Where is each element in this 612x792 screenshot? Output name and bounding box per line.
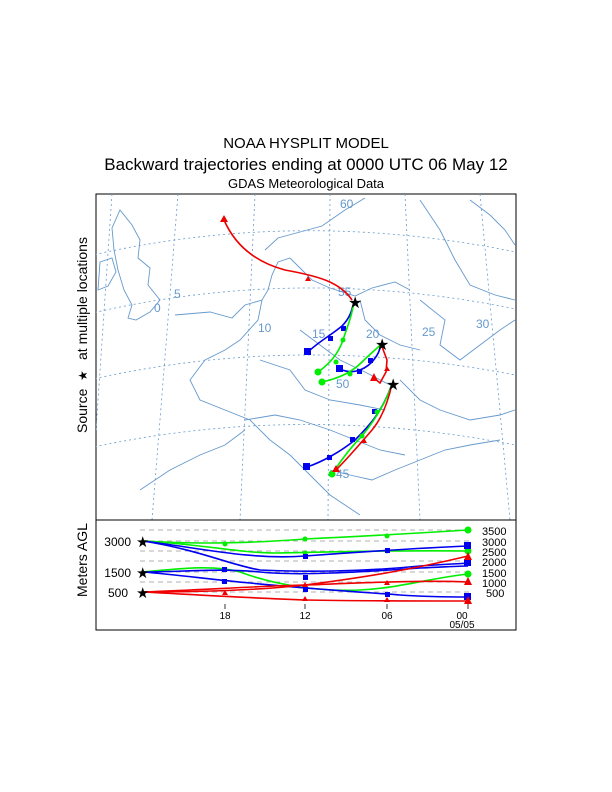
time-label-06: 06 xyxy=(381,611,393,622)
height-trace-red-500-b xyxy=(142,552,472,595)
map-area: 5 0 10 15 20 25 30 60 55 50 45 xyxy=(96,194,516,520)
lon-label-10: 10 xyxy=(258,321,272,335)
red-triangle-marker xyxy=(384,366,390,371)
lat-label-60: 60 xyxy=(340,197,354,211)
source-star-south: ★ xyxy=(386,377,400,394)
right-tick-2000: 2000 xyxy=(482,557,506,569)
blue-square-marker xyxy=(357,369,362,374)
red-triangle-marker xyxy=(305,276,311,281)
side-label: Source ★ at multiple locations xyxy=(74,237,90,433)
height-start-stars: ★ ★ ★ xyxy=(136,534,149,602)
start-star-500: ★ xyxy=(136,585,149,602)
lon-label-5: 5 xyxy=(174,287,181,301)
start-star-1500: ★ xyxy=(136,565,149,582)
source-star-symbol: ★ xyxy=(76,370,90,381)
blue-square-marker xyxy=(372,409,377,414)
chart-title: Backward trajectories ending at 0000 UTC… xyxy=(104,155,508,174)
height-trace-blue-3000 xyxy=(142,540,471,572)
green-circle-marker xyxy=(359,433,365,439)
green-circle-marker xyxy=(347,371,353,377)
left-tick-1500: 1500 xyxy=(104,566,131,580)
trajectory-red-north xyxy=(220,215,353,301)
height-right-ticks: 3500 3000 2500 2000 1500 1000 500 xyxy=(482,526,506,600)
side-label-suffix: at multiple locations xyxy=(74,237,90,360)
trajectory-green-middle xyxy=(318,343,382,386)
time-label-00: 00 xyxy=(456,611,468,622)
green-circle-marker xyxy=(314,368,322,376)
lat-label-45: 45 xyxy=(336,467,350,481)
trajectory-green-south xyxy=(328,383,393,478)
time-label-18: 18 xyxy=(219,611,231,622)
green-circle-marker xyxy=(328,470,336,478)
left-tick-500: 500 xyxy=(108,586,128,600)
red-triangle-marker xyxy=(220,215,228,222)
coastlines xyxy=(97,197,516,516)
lon-label-0: 0 xyxy=(154,301,161,315)
source-star-north: ★ xyxy=(348,295,362,312)
height-trace-red-500-c xyxy=(142,591,472,604)
time-axis-labels: 18 12 06 00 05/05 xyxy=(219,611,475,631)
right-tick-2500: 2500 xyxy=(482,547,506,559)
red-triangle-marker xyxy=(370,373,378,381)
blue-square-marker xyxy=(341,326,346,331)
side-label-prefix: Source xyxy=(74,388,90,433)
blue-square-marker xyxy=(336,365,343,372)
graticule xyxy=(96,194,516,520)
blue-square-marker xyxy=(368,358,373,363)
red-triangle-marker xyxy=(332,465,340,472)
left-tick-3000: 3000 xyxy=(104,535,131,549)
lon-label-20: 20 xyxy=(366,327,380,341)
start-star-3000: ★ xyxy=(136,534,149,551)
source-stars: ★ ★ ★ xyxy=(348,295,400,394)
model-title: NOAA HYSPLIT MODEL xyxy=(223,135,389,152)
date-label: 05/05 xyxy=(449,620,474,631)
height-trace-blue-1500 xyxy=(142,571,471,600)
green-circle-marker xyxy=(374,409,380,415)
height-trace-blue-3000-b xyxy=(142,540,471,559)
lon-label-15: 15 xyxy=(312,327,326,341)
trajectory-green-north xyxy=(314,301,355,376)
trajectory-red-south xyxy=(332,383,393,472)
height-trace-blue-1500-b xyxy=(142,565,469,580)
height-trace-green-3000 xyxy=(142,526,472,547)
lon-label-30: 30 xyxy=(476,317,490,331)
time-axis xyxy=(224,604,469,609)
red-triangle-marker xyxy=(361,438,367,443)
green-circle-marker xyxy=(340,337,346,343)
right-tick-3500: 3500 xyxy=(482,526,506,538)
data-source-label: GDAS Meteorological Data xyxy=(227,176,385,191)
right-tick-3000: 3000 xyxy=(482,537,506,549)
green-circle-marker xyxy=(318,378,326,386)
trajectory-red-middle xyxy=(370,343,390,385)
blue-square-marker xyxy=(328,336,333,341)
right-tick-500: 500 xyxy=(486,588,504,600)
height-left-ticks: 3000 1500 500 xyxy=(104,535,131,600)
lat-label-50: 50 xyxy=(336,377,350,391)
source-star-middle: ★ xyxy=(375,337,389,354)
right-tick-1500: 1500 xyxy=(482,568,506,580)
blue-square-marker xyxy=(304,348,311,355)
lon-label-25: 25 xyxy=(422,325,436,339)
right-tick-1000: 1000 xyxy=(482,578,506,590)
time-label-12: 12 xyxy=(299,611,311,622)
blue-square-marker xyxy=(350,437,355,442)
blue-square-marker xyxy=(327,455,332,460)
green-circle-marker xyxy=(333,359,339,365)
blue-square-marker xyxy=(303,463,310,470)
height-axis-label: Meters AGL xyxy=(74,523,90,597)
